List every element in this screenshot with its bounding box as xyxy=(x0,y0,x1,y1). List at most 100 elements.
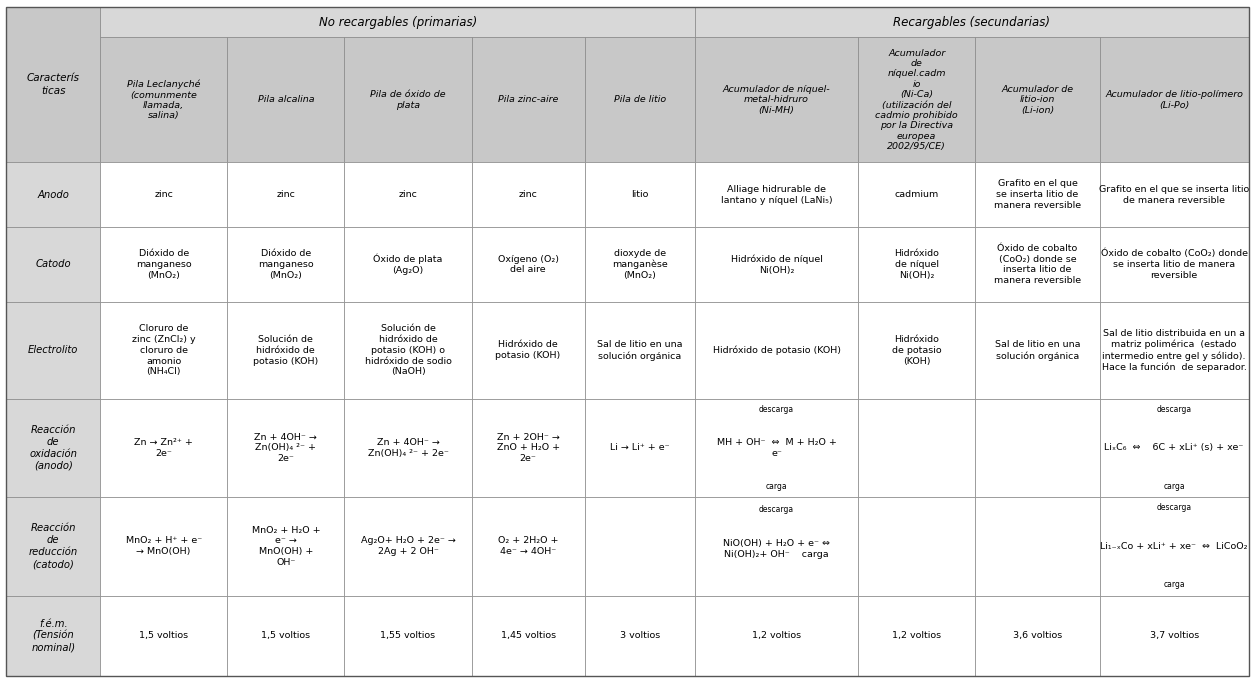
Text: Pila Leclanyché
(comunmente
llamada,
salina): Pila Leclanyché (comunmente llamada, sal… xyxy=(127,80,201,120)
Text: Solución de
hidróxido de
potasio (KOH) o
hidróxido de sodio
(NaOH): Solución de hidróxido de potasio (KOH) o… xyxy=(364,324,452,376)
Bar xyxy=(472,163,585,227)
Text: 3 voltios: 3 voltios xyxy=(620,631,660,641)
Text: Reacción
de
reducción
(catodo): Reacción de reducción (catodo) xyxy=(29,523,78,570)
Bar xyxy=(585,497,695,596)
Text: 1,45 voltios: 1,45 voltios xyxy=(501,631,556,641)
Text: NiO(OH) + H₂O + e⁻ ⇔
Ni(OH)₂+ OH⁻    carga: NiO(OH) + H₂O + e⁻ ⇔ Ni(OH)₂+ OH⁻ carga xyxy=(723,539,830,559)
Text: Pila zinc-aire: Pila zinc-aire xyxy=(498,96,558,104)
Text: carga: carga xyxy=(1163,580,1185,589)
Text: Oxígeno (O₂)
del aire: Oxígeno (O₂) del aire xyxy=(497,255,558,275)
Bar xyxy=(100,302,227,399)
Bar xyxy=(858,399,975,497)
Bar xyxy=(1099,399,1249,497)
Text: Cloruro de
zinc (ZnCl₂) y
cloruro de
amonio
(NH₄Cl): Cloruro de zinc (ZnCl₂) y cloruro de amo… xyxy=(132,324,196,376)
Text: MH + OH⁻  ⇔  M + H₂O +
e⁻: MH + OH⁻ ⇔ M + H₂O + e⁻ xyxy=(717,438,837,458)
Bar xyxy=(695,227,858,302)
Text: 3,7 voltios: 3,7 voltios xyxy=(1150,631,1199,641)
Bar xyxy=(858,163,975,227)
Text: LiₓC₆  ⇔    6C + xLi⁺ (s) + xe⁻: LiₓC₆ ⇔ 6C + xLi⁺ (s) + xe⁻ xyxy=(1104,443,1244,452)
Bar xyxy=(472,399,585,497)
Bar xyxy=(585,596,695,676)
Bar xyxy=(344,596,472,676)
Text: 1,5 voltios: 1,5 voltios xyxy=(139,631,188,641)
Bar xyxy=(472,302,585,399)
Bar xyxy=(975,38,1099,163)
Text: litio: litio xyxy=(631,191,649,199)
Text: 1,55 voltios: 1,55 voltios xyxy=(380,631,435,641)
Text: Hidróxido de potasio (KOH): Hidróxido de potasio (KOH) xyxy=(713,346,841,355)
Bar xyxy=(858,38,975,163)
Text: carga: carga xyxy=(766,482,787,491)
Text: 3,6 voltios: 3,6 voltios xyxy=(1013,631,1062,641)
Bar xyxy=(1099,302,1249,399)
Bar xyxy=(6,302,100,399)
Text: Li → Li⁺ + e⁻: Li → Li⁺ + e⁻ xyxy=(610,443,670,452)
Text: Zn + 4OH⁻ →
Zn(OH)₄ ²⁻ + 2e⁻: Zn + 4OH⁻ → Zn(OH)₄ ²⁻ + 2e⁻ xyxy=(368,438,448,458)
Text: Caracterís
ticas: Caracterís ticas xyxy=(26,74,80,96)
Text: 1,2 voltios: 1,2 voltios xyxy=(892,631,941,641)
Bar xyxy=(100,38,227,163)
Text: Anodo: Anodo xyxy=(38,190,69,199)
Bar xyxy=(344,399,472,497)
Text: Electrolito: Electrolito xyxy=(28,346,78,355)
Bar xyxy=(100,163,227,227)
Text: Óxido de plata
(Ag₂O): Óxido de plata (Ag₂O) xyxy=(373,254,443,275)
Bar xyxy=(585,302,695,399)
Bar xyxy=(100,399,227,497)
Text: zinc: zinc xyxy=(276,191,295,199)
Text: Dióxido de
manganeso
(MnO₂): Dióxido de manganeso (MnO₂) xyxy=(136,249,192,280)
Bar xyxy=(1099,497,1249,596)
Text: Ag₂O+ H₂O + 2e⁻ →
2Ag + 2 OH⁻: Ag₂O+ H₂O + 2e⁻ → 2Ag + 2 OH⁻ xyxy=(360,536,456,556)
Text: Óxido de cobalto
(CoO₂) donde se
inserta litio de
manera reversible: Óxido de cobalto (CoO₂) donde se inserta… xyxy=(994,244,1081,285)
Bar xyxy=(227,163,344,227)
Bar xyxy=(695,497,858,596)
Bar xyxy=(472,38,585,163)
Bar xyxy=(6,399,100,497)
Bar xyxy=(1099,38,1249,163)
Text: Sal de litio en una
solución orgánica: Sal de litio en una solución orgánica xyxy=(995,340,1081,361)
Text: MnO₂ + H₂O +
e⁻ →
MnO(OH) +
OH⁻: MnO₂ + H₂O + e⁻ → MnO(OH) + OH⁻ xyxy=(251,526,320,567)
Bar xyxy=(975,227,1099,302)
Text: Acumulador de litio-polímero
(Li-Po): Acumulador de litio-polímero (Li-Po) xyxy=(1106,90,1244,110)
Bar xyxy=(975,596,1099,676)
Bar xyxy=(100,497,227,596)
Bar xyxy=(344,227,472,302)
Bar xyxy=(227,596,344,676)
Text: Hidróxido
de potasio
(KOH): Hidróxido de potasio (KOH) xyxy=(892,335,941,365)
Bar xyxy=(6,7,100,163)
Text: zinc: zinc xyxy=(154,191,173,199)
Bar xyxy=(585,163,695,227)
Text: Sal de litio en una
solución orgánica: Sal de litio en una solución orgánica xyxy=(597,340,683,361)
Bar xyxy=(975,302,1099,399)
Text: Dióxido de
manganeso
(MnO₂): Dióxido de manganeso (MnO₂) xyxy=(259,249,314,280)
Text: Pila de óxido de
plata: Pila de óxido de plata xyxy=(370,90,446,110)
Text: carga: carga xyxy=(1163,482,1185,491)
Bar xyxy=(472,596,585,676)
Bar xyxy=(6,596,100,676)
Bar xyxy=(585,227,695,302)
Text: Óxido de cobalto (CoO₂) donde
se inserta litio de manera
reversible: Óxido de cobalto (CoO₂) donde se inserta… xyxy=(1101,249,1247,280)
Text: Acumulador de níquel-
metal-hidruro
(Ni-MH): Acumulador de níquel- metal-hidruro (Ni-… xyxy=(723,85,831,115)
Bar xyxy=(6,227,100,302)
Bar xyxy=(344,302,472,399)
Text: 1,5 voltios: 1,5 voltios xyxy=(261,631,310,641)
Text: descarga: descarga xyxy=(1157,503,1192,512)
Bar xyxy=(6,163,100,227)
Bar xyxy=(227,302,344,399)
Text: Hidróxido
de níquel
Ni(OH)₂: Hidróxido de níquel Ni(OH)₂ xyxy=(895,249,939,280)
Text: f.é.m.
(Tensión
nominal): f.é.m. (Tensión nominal) xyxy=(31,619,75,653)
Bar xyxy=(695,163,858,227)
Bar xyxy=(695,38,858,163)
Text: Hidróxido de
potasio (KOH): Hidróxido de potasio (KOH) xyxy=(496,341,561,360)
Bar xyxy=(100,596,227,676)
Text: Zn + 2OH⁻ →
ZnO + H₂O +
2e⁻: Zn + 2OH⁻ → ZnO + H₂O + 2e⁻ xyxy=(497,433,560,463)
Bar xyxy=(227,497,344,596)
Text: MnO₂ + H⁺ + e⁻
→ MnO(OH): MnO₂ + H⁺ + e⁻ → MnO(OH) xyxy=(126,536,202,556)
Bar xyxy=(585,399,695,497)
Bar xyxy=(695,302,858,399)
Text: Alliage hidrurable de
lantano y níquel (LaNi₅): Alliage hidrurable de lantano y níquel (… xyxy=(720,185,832,205)
Bar xyxy=(695,399,858,497)
Bar xyxy=(100,227,227,302)
Bar xyxy=(1099,227,1249,302)
Text: Catodo: Catodo xyxy=(35,260,72,270)
